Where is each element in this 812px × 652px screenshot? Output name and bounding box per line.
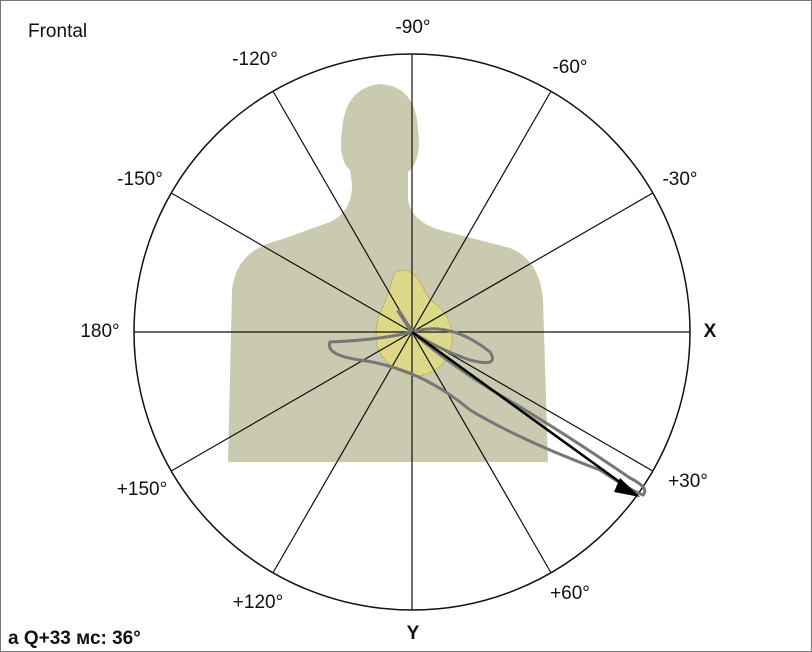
axis-label: +120°	[233, 592, 283, 613]
caption: a Q+33 мс: 36°	[8, 628, 141, 649]
axis-label: Y	[407, 623, 420, 644]
axis-label: -30°	[662, 169, 697, 190]
axis-label: 180°	[80, 321, 119, 342]
axis-label: -90°	[395, 17, 430, 38]
axis-label: -120°	[232, 49, 278, 70]
mean-vector	[411, 330, 640, 497]
body-silhouette	[228, 84, 548, 462]
view-title: Frontal	[28, 21, 87, 42]
axis-label: +30°	[668, 471, 708, 492]
axis-labels: -90° -60° -30° X +30° +60° Y +120° +150° 180° -150…	[80, 17, 716, 644]
vector-loop	[327, 308, 647, 497]
axis-label: -60°	[552, 57, 587, 78]
axis-label: +150°	[117, 479, 167, 500]
axis-label: -150°	[117, 169, 163, 190]
axis-label: X	[704, 321, 717, 342]
axis-label: +60°	[550, 583, 590, 604]
